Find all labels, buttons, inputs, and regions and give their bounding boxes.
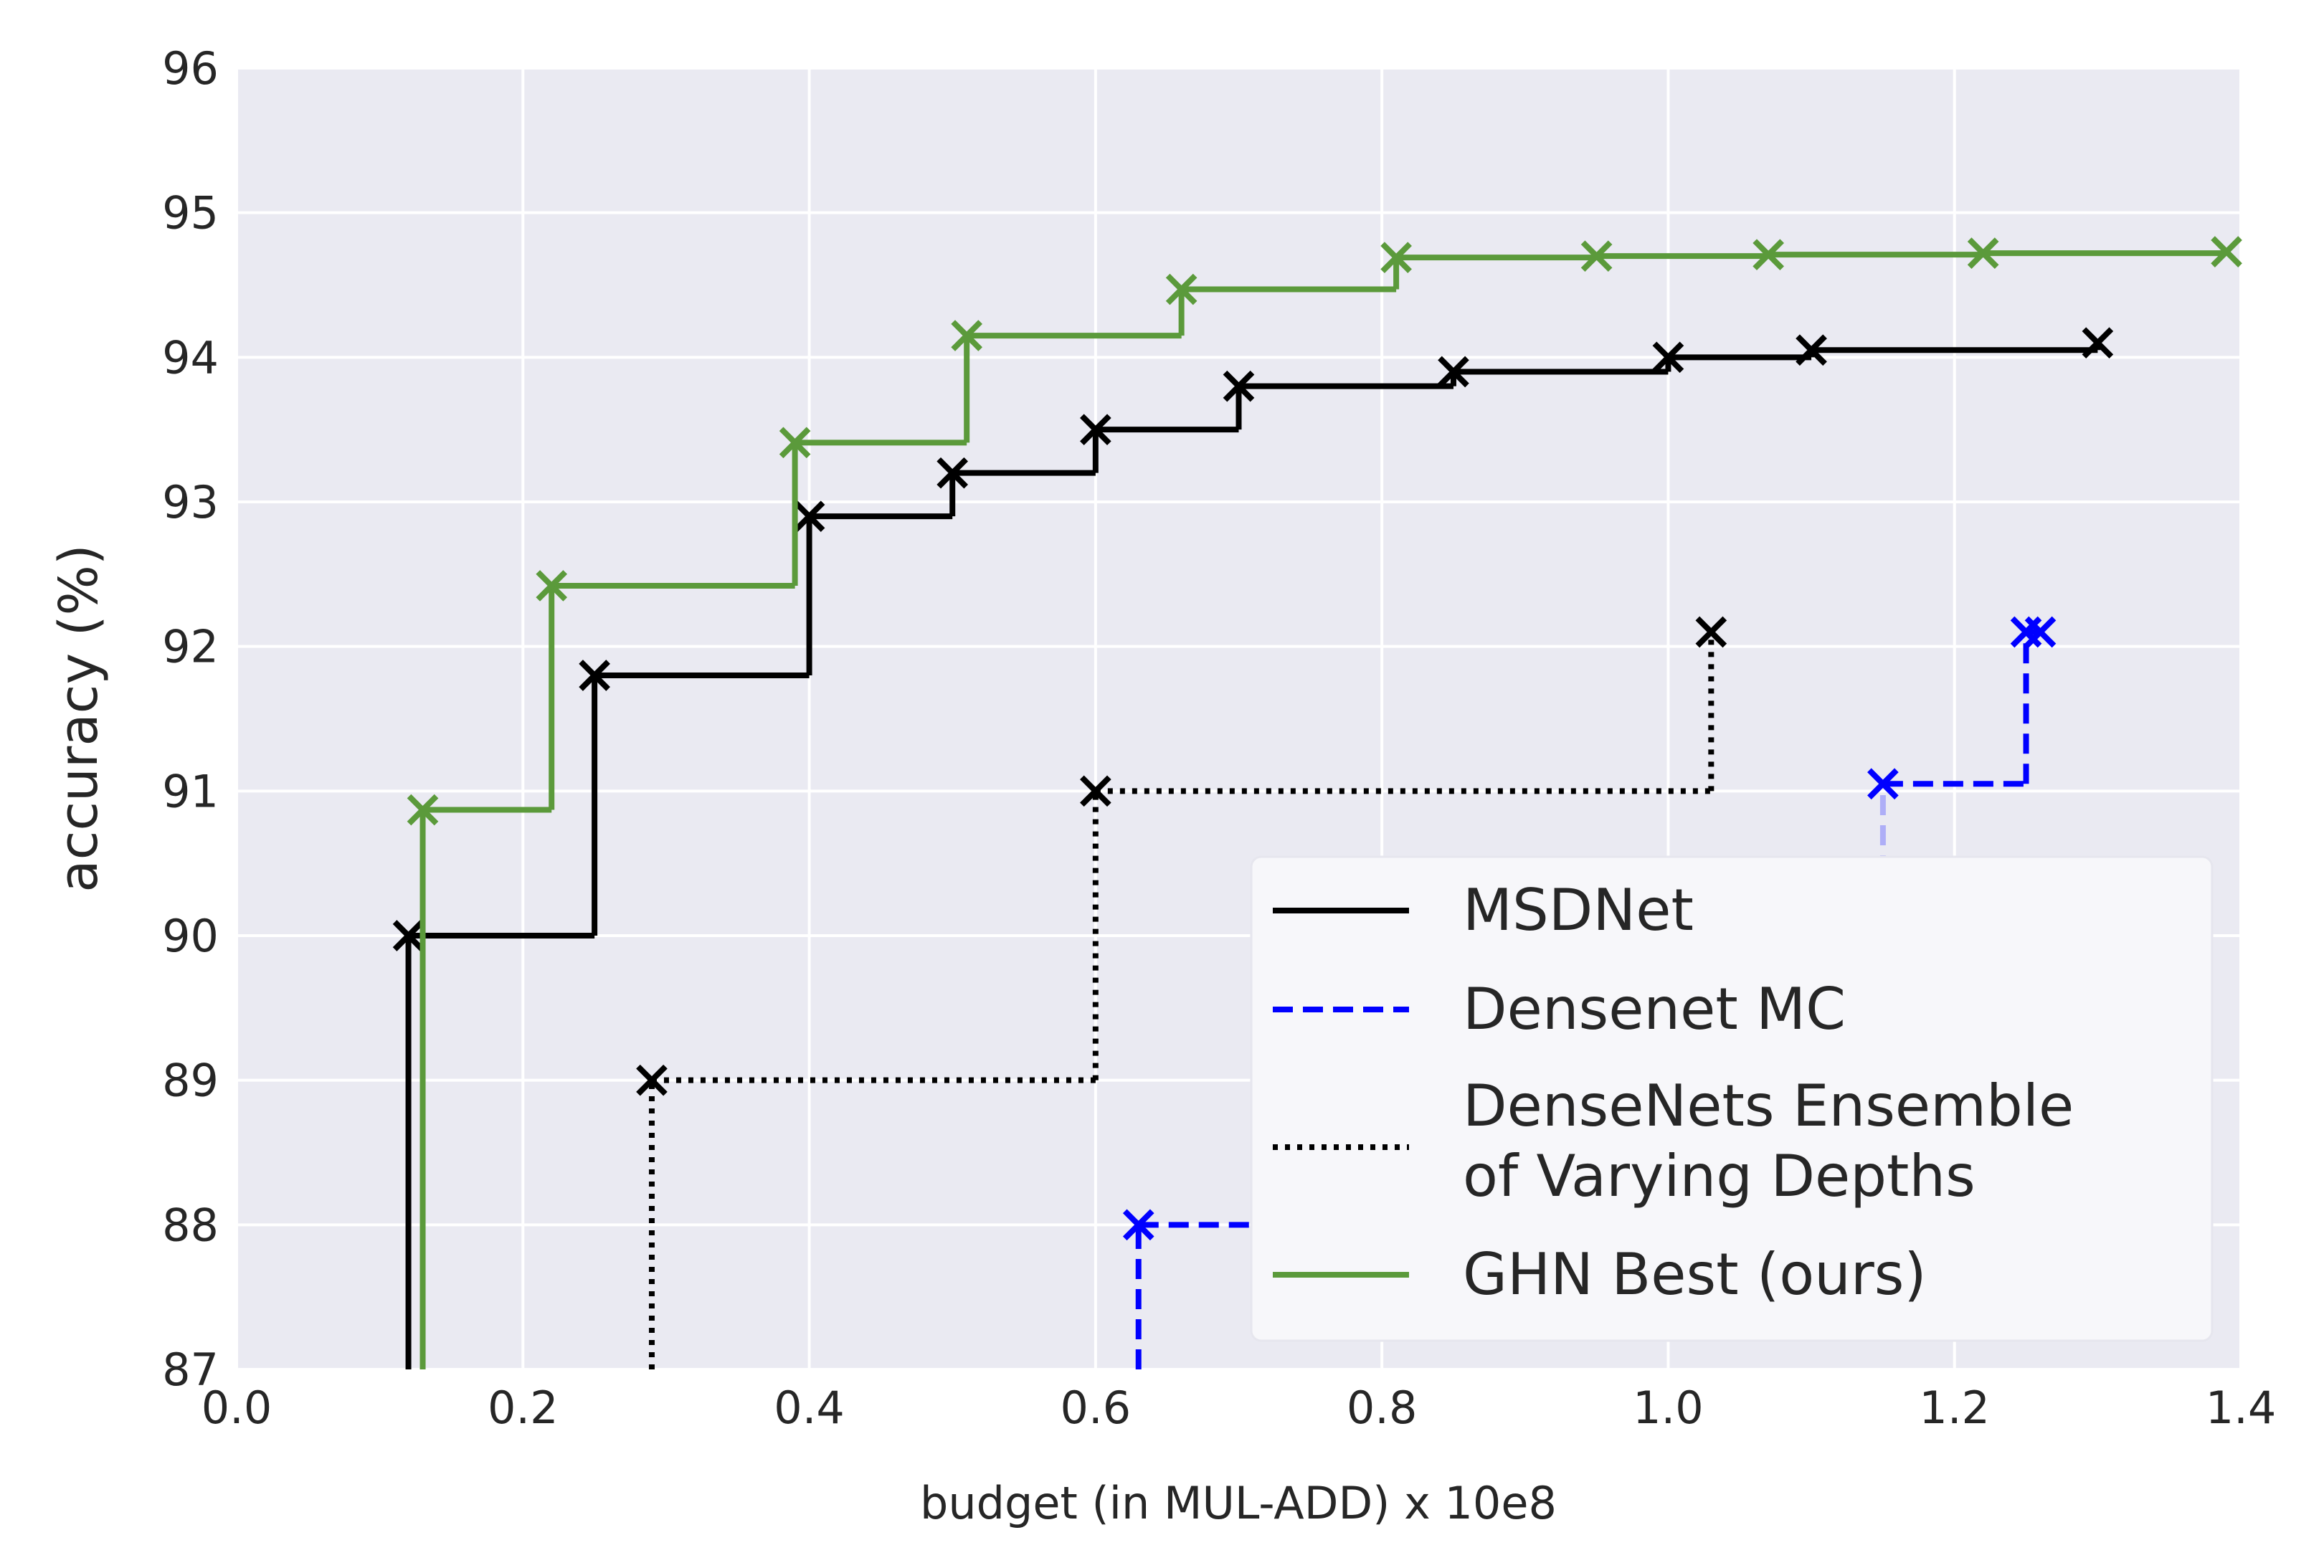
y-tick-label: 89 — [162, 1055, 219, 1107]
marker-stroke — [793, 500, 825, 532]
marker-stroke — [1438, 356, 1469, 388]
y-tick-label: 90 — [162, 910, 219, 962]
y-tick-label: 94 — [162, 331, 219, 384]
series-0-marker — [1438, 356, 1469, 388]
marker-stroke — [1080, 775, 1111, 807]
series-0-marker — [1080, 414, 1111, 445]
y-tick-label: 96 — [162, 42, 219, 95]
legend-box — [1250, 855, 2214, 1342]
y-tick-label: 87 — [162, 1344, 219, 1396]
marker-stroke — [536, 570, 568, 602]
marker-stroke — [936, 457, 969, 489]
series-3-marker — [779, 427, 811, 459]
x-tick-label: 0.8 — [1347, 1382, 1418, 1434]
x-tick-label: 1.4 — [2206, 1382, 2277, 1434]
marker-stroke — [779, 427, 811, 459]
series-3-marker — [1165, 273, 1197, 305]
series-0-marker — [1223, 370, 1255, 402]
marker-stroke — [636, 1064, 668, 1096]
marker-stroke — [1080, 414, 1111, 445]
marker-stroke — [1580, 240, 1613, 272]
series-3-marker — [536, 570, 568, 602]
marker-stroke — [1967, 237, 1999, 269]
x-tick-label: 0.2 — [488, 1382, 559, 1434]
marker-stroke — [1695, 616, 1727, 648]
series-3-marker — [2211, 236, 2242, 267]
series-0-marker — [2082, 327, 2114, 358]
y-tick-label: 91 — [162, 765, 219, 817]
series-1-marker — [1122, 1209, 1154, 1241]
series-3-marker — [1580, 240, 1613, 272]
marker-stroke — [951, 320, 983, 351]
x-tick-label: 0.6 — [1061, 1382, 1132, 1434]
marker-stroke — [407, 794, 439, 826]
series-0-marker — [1652, 341, 1684, 374]
series-0-marker — [936, 457, 969, 489]
y-axis-label: accuracy (%) — [48, 544, 110, 892]
series-0-marker — [793, 500, 825, 532]
series-0-marker — [392, 920, 425, 951]
legend-label-1: Densenet MC — [1463, 976, 1846, 1042]
series-3-marker — [951, 320, 983, 351]
marker-stroke — [1652, 341, 1684, 374]
series-0 — [392, 327, 2114, 1369]
legend-label-2: DenseNets Ensemble — [1463, 1073, 2074, 1139]
y-tick-label: 95 — [162, 187, 219, 239]
series-2-marker — [1695, 616, 1727, 648]
marker-stroke — [1867, 768, 1899, 800]
x-axis-ticks: 0.0 0.2 0.4 0.6 0.8 1.0 1.2 1.4 — [201, 1382, 2277, 1434]
series-0-marker — [579, 660, 610, 691]
marker-stroke — [1796, 334, 1827, 366]
x-tick-label: 0.0 — [201, 1382, 272, 1434]
y-tick-label: 93 — [162, 476, 219, 528]
y-axis-ticks: 87 88 89 90 91 92 93 94 95 96 — [162, 42, 219, 1396]
marker-stroke — [1380, 242, 1412, 274]
marker-stroke — [2211, 236, 2242, 267]
marker-stroke — [1165, 273, 1197, 305]
series-3-marker — [407, 794, 439, 826]
series-3 — [407, 236, 2242, 1369]
legend-label-3: GHN Best (ours) — [1463, 1241, 1927, 1308]
x-tick-label: 1.2 — [1919, 1382, 1990, 1434]
legend-label-0: MSDNet — [1463, 877, 1694, 944]
series-3-marker — [1380, 242, 1412, 274]
marker-stroke — [2082, 327, 2114, 358]
marker-stroke — [1223, 370, 1255, 402]
marker-stroke — [2024, 616, 2057, 648]
series-0-marker — [1796, 334, 1827, 366]
series-3-marker — [1753, 239, 1785, 270]
series-2-marker — [636, 1064, 668, 1096]
series-2 — [636, 616, 1727, 1369]
y-tick-label: 88 — [162, 1199, 219, 1251]
series-1-marker — [2024, 616, 2057, 648]
marker-stroke — [1122, 1209, 1154, 1241]
marker-stroke — [579, 660, 610, 691]
x-axis-label: budget (in MUL-ADD) x 10e8 — [920, 1477, 1557, 1529]
marker-stroke — [1753, 239, 1785, 270]
series-2-marker — [1080, 775, 1111, 807]
y-tick-label: 92 — [162, 621, 219, 673]
series-1-marker — [1867, 768, 1899, 800]
marker-stroke — [392, 920, 425, 951]
x-tick-label: 0.4 — [774, 1382, 845, 1434]
x-tick-label: 1.0 — [1633, 1382, 1704, 1434]
series-3-marker — [1967, 237, 1999, 269]
legend-label-2: of Varying Depths — [1463, 1143, 1976, 1210]
